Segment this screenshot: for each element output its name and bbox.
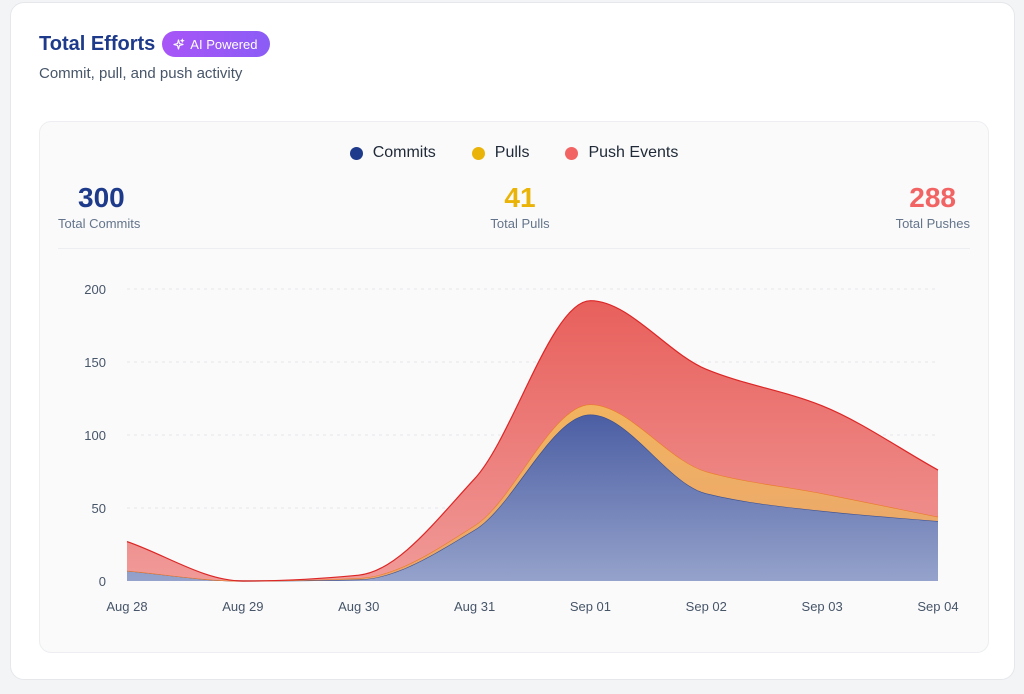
- legend-dot-push-events: [565, 146, 579, 160]
- legend-item-commits[interactable]: Commits: [349, 144, 436, 162]
- area-push-events-line: [126, 300, 939, 582]
- legend-item-push-events[interactable]: Push Events: [565, 144, 678, 162]
- grid-lines: [127, 288, 938, 509]
- sparkle-icon: [173, 37, 186, 50]
- y-tick-label: 200: [84, 282, 106, 297]
- legend-item-pulls[interactable]: Pulls: [471, 144, 530, 162]
- area-commits[interactable]: [127, 414, 938, 581]
- stacked-area-chart: 0 50 100 150 200 Aug 28 Aug 29 Aug 30 Aug 31 Sep…: [84, 282, 958, 614]
- x-tick-label: Sep 03: [802, 599, 843, 614]
- x-tick-label: Sep 02: [686, 599, 727, 614]
- x-tick-label: Sep 04: [917, 599, 958, 614]
- x-tick-label: Sep 01: [570, 599, 611, 614]
- stat-total-commits: 300 Total Commits: [58, 182, 140, 231]
- legend-dot-commits: [349, 146, 363, 160]
- y-axis: 0 50 100 150 200: [84, 282, 106, 589]
- y-tick-label: 50: [92, 501, 106, 516]
- stat-value-pushes: 288: [909, 182, 956, 213]
- stat-label-pulls: Total Pulls: [490, 216, 550, 231]
- y-tick-label: 100: [84, 428, 106, 443]
- stat-label-commits: Total Commits: [58, 216, 141, 231]
- stats-divider: [58, 248, 970, 249]
- chart-panel: Commits Pulls Push Events 300 Total Comm…: [39, 121, 989, 653]
- x-tick-label: Aug 28: [106, 599, 147, 614]
- stat-label-pushes: Total Pushes: [895, 216, 970, 231]
- stat-total-pulls: 41 Total Pulls: [470, 182, 570, 231]
- stat-total-pushes: 288 Total Pushes: [896, 182, 970, 231]
- legend-dot-pulls: [471, 146, 485, 160]
- ai-powered-badge: AI Powered: [162, 31, 270, 57]
- stat-value-commits: 300: [78, 182, 125, 213]
- area-pulls[interactable]: [127, 404, 938, 581]
- area-layer: [126, 300, 939, 582]
- area-push-events[interactable]: [127, 300, 938, 581]
- x-axis: Aug 28 Aug 29 Aug 30 Aug 31 Sep 01 Sep 02 Sep …: [106, 599, 958, 614]
- stat-value-pulls: 41: [504, 182, 536, 213]
- y-tick-label: 0: [99, 574, 106, 589]
- x-tick-label: Aug 31: [454, 599, 495, 614]
- card-header: Total Efforts AI Powered: [39, 31, 270, 57]
- legend-label-commits: Commits: [372, 144, 436, 161]
- card-title: Total Efforts: [39, 32, 156, 55]
- y-tick-label: 150: [84, 355, 106, 370]
- legend-label-pulls: Pulls: [494, 144, 530, 161]
- chart-legend: Commits Pulls Push Events: [40, 144, 988, 162]
- legend-label-push-events: Push Events: [588, 144, 679, 161]
- card-subtitle: Commit, pull, and push activity: [39, 65, 243, 82]
- badge-label: AI Powered: [190, 36, 258, 52]
- x-tick-label: Aug 29: [222, 599, 263, 614]
- total-efforts-card: Total Efforts AI Powered Commit, pull, a…: [10, 2, 1015, 680]
- x-tick-label: Aug 30: [338, 599, 379, 614]
